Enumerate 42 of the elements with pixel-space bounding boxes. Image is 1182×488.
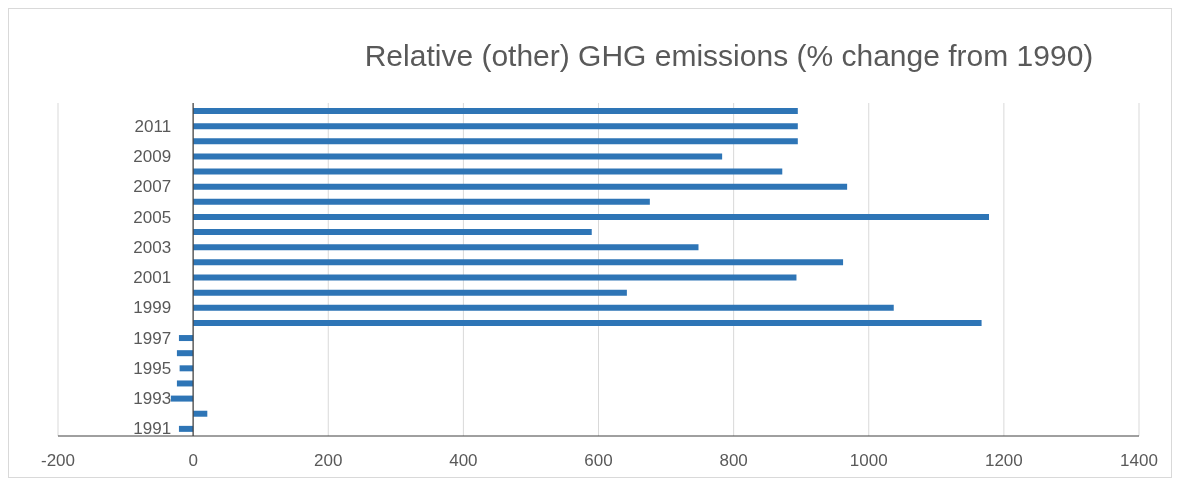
x-tick-label: 400 xyxy=(449,451,478,471)
x-tick-label: 1000 xyxy=(849,451,888,471)
bar xyxy=(176,380,194,387)
y-tick-label: 1993 xyxy=(133,389,172,409)
bar xyxy=(176,350,194,357)
chart-title: Relative (other) GHG emissions (% change from 1990) xyxy=(363,39,1095,73)
x-tick-label: -200 xyxy=(40,451,76,471)
bar xyxy=(193,229,592,236)
x-tick-label: 800 xyxy=(719,451,748,471)
y-tick-label: 2005 xyxy=(133,207,172,227)
x-tick-label: 0 xyxy=(188,451,198,471)
bar xyxy=(193,213,990,220)
y-tick-label: 1999 xyxy=(133,298,172,318)
bar xyxy=(193,259,844,266)
bar xyxy=(178,425,194,432)
bar xyxy=(193,108,798,114)
bar xyxy=(193,123,798,130)
y-tick-label: 1997 xyxy=(133,328,172,348)
bar xyxy=(193,289,627,296)
bar xyxy=(193,319,982,326)
y-tick-label: 1991 xyxy=(133,419,172,439)
bar xyxy=(193,304,894,311)
bar xyxy=(193,168,783,175)
bar xyxy=(193,138,798,145)
bar xyxy=(193,198,650,205)
y-tick-label: 2001 xyxy=(133,268,172,288)
x-tick-label: 1400 xyxy=(1120,451,1158,471)
x-tick-label: 1200 xyxy=(984,451,1023,471)
x-tick-label: 600 xyxy=(584,451,613,471)
bar xyxy=(170,395,194,402)
x-tick-label: 200 xyxy=(314,451,343,471)
y-tick-label: 2007 xyxy=(133,177,172,197)
bar xyxy=(193,244,699,251)
bar xyxy=(193,274,797,281)
bar xyxy=(178,335,194,342)
y-tick-label: 2003 xyxy=(133,237,172,257)
bar xyxy=(193,410,208,417)
bar xyxy=(193,183,848,190)
y-tick-label: 2011 xyxy=(134,116,172,136)
bar xyxy=(193,153,723,160)
y-tick-label: 1995 xyxy=(133,358,172,378)
y-tick-label: 2009 xyxy=(133,146,172,166)
